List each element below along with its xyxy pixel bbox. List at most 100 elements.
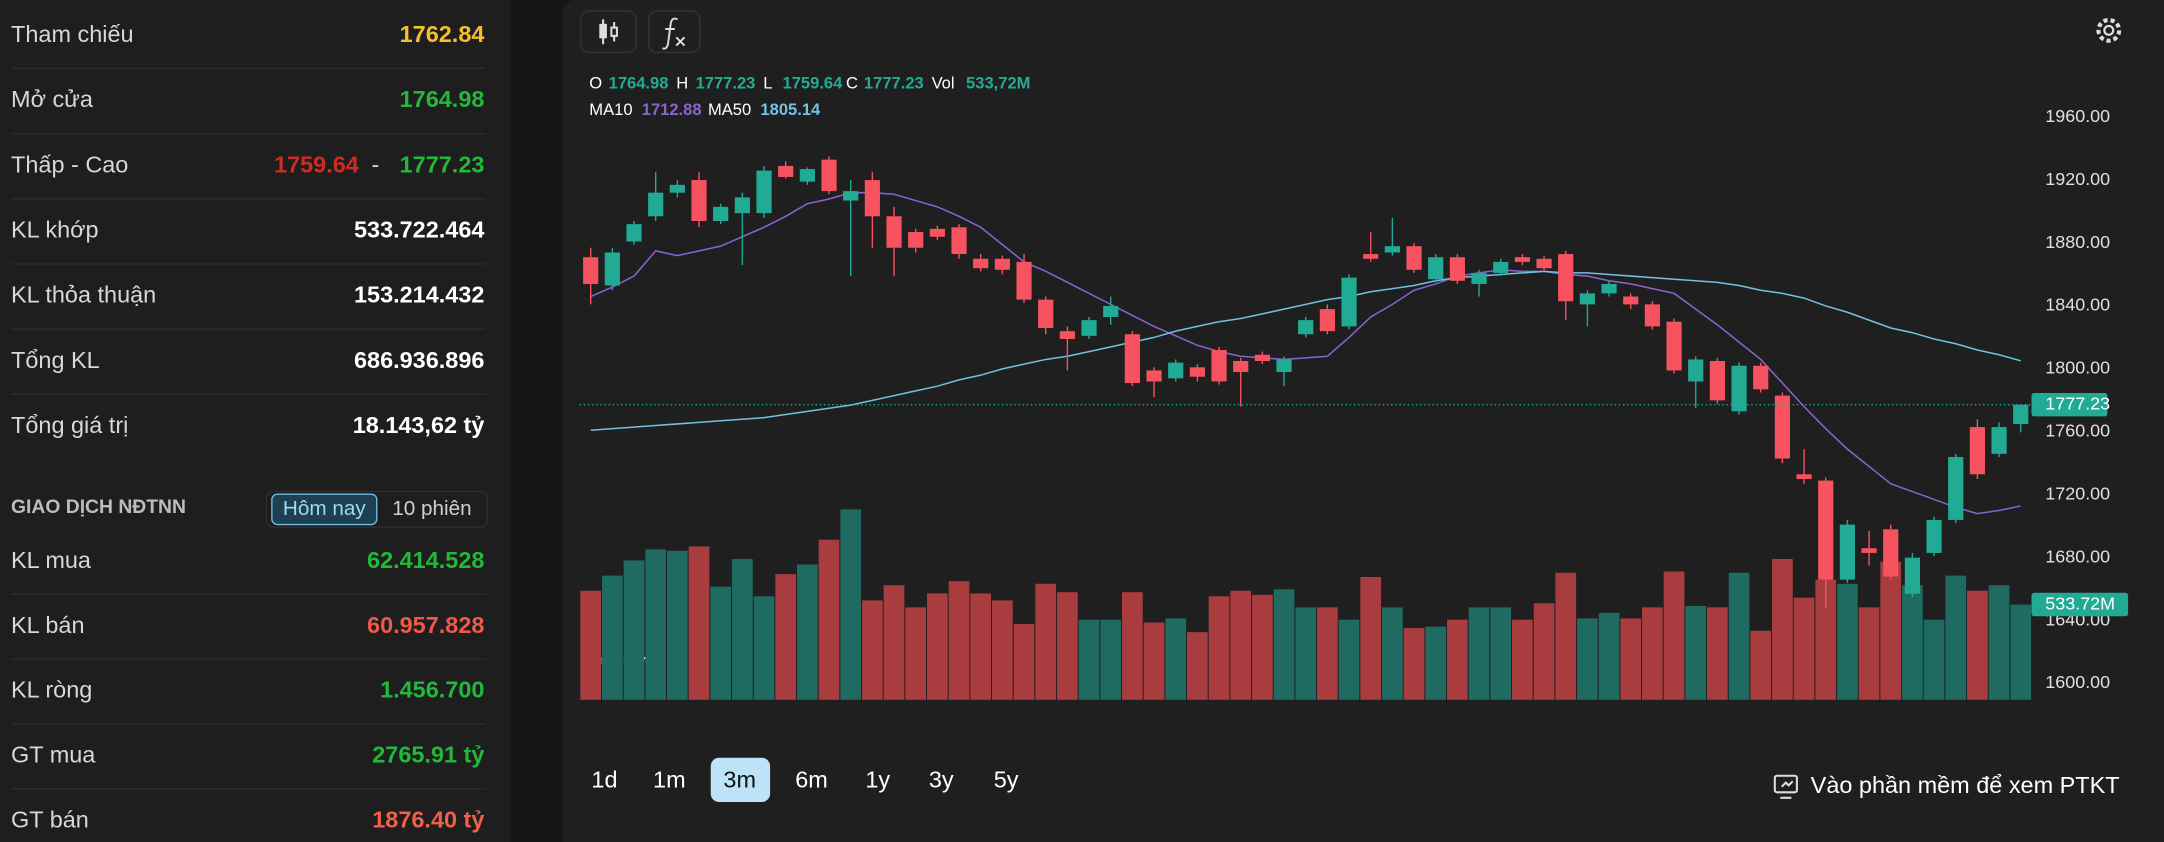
volume-bar: [1685, 605, 1707, 700]
candle-body: [1384, 246, 1400, 253]
range-option[interactable]: 3y: [929, 766, 954, 792]
tab[interactable]: 10 phiên: [392, 497, 471, 520]
volume-bar: [1902, 585, 1923, 700]
candle-icon-button[interactable]: [580, 10, 637, 54]
indicator-button[interactable]: [647, 10, 701, 54]
volume-bar: [710, 586, 732, 700]
legend-value: 1764.98: [609, 74, 669, 93]
open-app-link[interactable]: Vào phần mềm để xem PTKT: [1811, 772, 2120, 798]
ma-line: [590, 191, 2021, 515]
range-option[interactable]: 1y: [865, 766, 890, 792]
row-label: KL thỏa thuận: [11, 282, 156, 308]
candle-body: [929, 228, 945, 237]
candle-body: [713, 206, 729, 222]
volume-bar: [797, 564, 818, 700]
last-price-box: [2031, 392, 2108, 417]
candle-body: [973, 258, 989, 269]
candle-body: [1168, 362, 1184, 379]
volume-bar: [1967, 590, 1988, 700]
range-option[interactable]: 1m: [653, 766, 686, 792]
range-option[interactable]: 5y: [994, 766, 1019, 792]
row-label: KL mua: [11, 547, 92, 573]
candle-body: [1363, 254, 1379, 259]
range-selected[interactable]: [710, 757, 771, 802]
y-tick-label: 1840.00: [2045, 295, 2110, 315]
candle-body: [1688, 359, 1704, 382]
candle-body: [1558, 254, 1574, 302]
legend-value: 1759.64: [783, 74, 844, 93]
candle-body: [1254, 354, 1270, 362]
legend-name: H: [676, 74, 688, 93]
legend-name: MA10: [589, 100, 632, 119]
tab-active[interactable]: [271, 493, 378, 526]
volume-bar: [602, 575, 623, 700]
x-tick-label: 17: [1751, 711, 1771, 731]
range-option[interactable]: 6m: [795, 766, 828, 792]
row-high: 1777.23: [400, 151, 485, 177]
candle-body: [1514, 257, 1530, 262]
volume-bar: [1858, 607, 1880, 700]
volume-bar: [1143, 622, 1165, 700]
row-value: 1764.98: [400, 86, 485, 112]
row-label: Tham chiếu: [11, 21, 134, 47]
candle-body: [1124, 334, 1140, 384]
range-option[interactable]: 1d: [591, 766, 617, 792]
volume-bar: [1382, 607, 1403, 700]
last-volume-label: 533.72M: [2045, 593, 2115, 613]
candle-body: [1861, 548, 1877, 553]
volume-bar: [1425, 626, 1447, 700]
volume-bar: [1208, 596, 1230, 700]
candle-body: [1883, 529, 1899, 577]
tab[interactable]: Hôm nay: [283, 497, 366, 520]
range-option[interactable]: 3m: [723, 766, 756, 792]
volume-bar: [580, 590, 602, 700]
volume-bar: [1100, 619, 1122, 700]
y-tick-label: 1800.00: [2045, 358, 2110, 378]
candle-body: [1666, 321, 1682, 371]
volume-bar: [1533, 603, 1555, 700]
volume-bar: [1403, 628, 1425, 700]
candle-body: [1449, 257, 1465, 281]
candle-body: [1406, 246, 1422, 270]
candle-body: [1623, 296, 1639, 305]
candle-body: [691, 180, 707, 222]
legend-value: 1777.23: [696, 74, 756, 93]
settings-icon[interactable]: [2096, 17, 2122, 43]
candle-body: [1644, 304, 1660, 327]
volume-bar: [1035, 583, 1057, 700]
legend-name: Vol: [932, 74, 955, 93]
y-tick-label: 1760.00: [2045, 421, 2110, 441]
candle-body: [886, 216, 902, 248]
row-value: 1876.40 tỷ: [372, 806, 484, 832]
volume-bar: [1707, 607, 1728, 700]
y-tick-label: 1960.00: [2045, 106, 2110, 126]
volume-bar: [970, 593, 992, 700]
volume-bar: [1728, 572, 1750, 700]
candle-body: [994, 258, 1010, 270]
ma-line: [590, 270, 2021, 431]
candle-body: [604, 252, 620, 286]
volume-bar: [1230, 590, 1252, 700]
volume-bar: [1468, 607, 1490, 700]
candle-body: [1579, 293, 1595, 305]
fx-icon: [662, 17, 686, 50]
candle-body: [669, 184, 685, 193]
x-tick-label: 12: [711, 711, 731, 731]
row-sep: -: [371, 151, 379, 177]
volume-bar: [1078, 619, 1100, 700]
candle-body: [1276, 359, 1292, 373]
candle-body: [1319, 309, 1335, 332]
candle-body: [843, 191, 859, 201]
row-label: KL khớp: [11, 217, 99, 243]
candle-body: [1774, 395, 1790, 459]
left-panel: [0, 0, 511, 842]
x-tick-label: 9: [1626, 711, 1636, 731]
candle-body: [626, 224, 642, 242]
row-value: 153.214.432: [354, 282, 484, 308]
candle-body: [583, 257, 599, 284]
volume-bar: [905, 607, 927, 700]
legend-value: 1777.23: [864, 74, 924, 93]
candle-body: [821, 159, 837, 192]
x-tick-label: Tháng 5: [556, 711, 625, 731]
